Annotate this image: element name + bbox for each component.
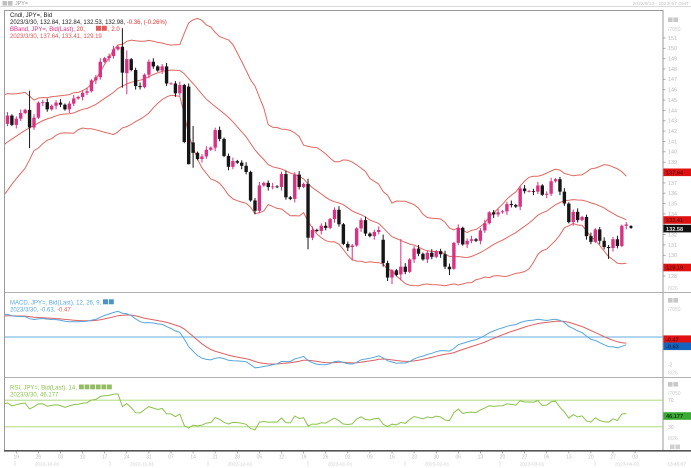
svg-text:137: 137 bbox=[668, 181, 677, 187]
svg-text:13: 13 bbox=[478, 455, 484, 461]
svg-text:130: 130 bbox=[668, 253, 677, 259]
svg-text:8/26: 8/26 bbox=[668, 436, 678, 442]
svg-text:141: 141 bbox=[668, 139, 677, 145]
svg-text:06: 06 bbox=[544, 455, 550, 461]
svg-text:20: 20 bbox=[500, 455, 506, 461]
svg-text:05: 05 bbox=[257, 455, 263, 461]
svg-text:MACD, JPY=, Bid(Last), 12, 26,: MACD, JPY=, Bid(Last), 12, 26, 9, bbox=[10, 301, 102, 307]
svg-text:03: 03 bbox=[632, 455, 638, 461]
svg-text:134: 134 bbox=[668, 212, 677, 218]
svg-text:129.19: 129.19 bbox=[666, 266, 683, 272]
svg-text:21: 21 bbox=[212, 455, 218, 461]
svg-text:150: 150 bbox=[668, 46, 677, 52]
svg-text:2022-12-01: 2022-12-01 bbox=[228, 462, 253, 468]
svg-text:/7050: /7050 bbox=[668, 27, 681, 33]
svg-text:12: 12 bbox=[279, 455, 285, 461]
svg-text:02: 02 bbox=[345, 455, 351, 461]
svg-text:2023-03-01: 2023-03-01 bbox=[520, 462, 545, 468]
svg-text:07: 07 bbox=[168, 455, 174, 461]
svg-text:28: 28 bbox=[235, 455, 241, 461]
svg-text:-2: -2 bbox=[668, 363, 673, 369]
svg-text:27: 27 bbox=[610, 455, 616, 461]
svg-text:09: 09 bbox=[367, 455, 373, 461]
svg-text:147: 147 bbox=[668, 77, 677, 83]
svg-text:144: 144 bbox=[668, 108, 677, 114]
svg-text:142: 142 bbox=[668, 129, 677, 135]
svg-text:Cndl, JPY=, Bid: Cndl, JPY=, Bid bbox=[10, 13, 52, 19]
svg-text:8/26: 8/26 bbox=[668, 286, 678, 292]
svg-text:26: 26 bbox=[323, 455, 329, 461]
svg-text:06: 06 bbox=[456, 455, 462, 461]
svg-text:JPY=: JPY= bbox=[15, 1, 28, 7]
svg-text:145: 145 bbox=[668, 98, 677, 104]
svg-text:23: 23 bbox=[411, 455, 417, 461]
svg-text:2022/9/13 - 2023/4/7 GMT: 2022/9/13 - 2023/4/7 GMT bbox=[633, 1, 689, 7]
svg-text:140: 140 bbox=[668, 150, 677, 156]
svg-text:2022-10-01: 2022-10-01 bbox=[35, 462, 60, 468]
svg-text:131: 131 bbox=[668, 243, 677, 249]
svg-text:136: 136 bbox=[668, 191, 677, 197]
svg-text:, 2.0: , 2.0 bbox=[108, 27, 120, 33]
svg-text:30: 30 bbox=[668, 425, 674, 431]
svg-text:-0.47: -0.47 bbox=[666, 337, 679, 343]
svg-text:2023/3/30, 137.64, 133.41, 129: 2023/3/30, 137.64, 133.41, 129.19 bbox=[10, 34, 102, 40]
svg-text:8/26: 8/26 bbox=[668, 371, 678, 377]
svg-text:13: 13 bbox=[566, 455, 572, 461]
svg-text:135: 135 bbox=[668, 202, 677, 208]
svg-text:151: 151 bbox=[668, 36, 677, 42]
svg-text:137.64: 137.64 bbox=[666, 171, 684, 177]
svg-text:133.41: 133.41 bbox=[666, 218, 683, 224]
svg-text:BBand, JPY=, Bid(Last), 20,: BBand, JPY=, Bid(Last), 20, bbox=[10, 27, 85, 33]
svg-text:26: 26 bbox=[36, 455, 42, 461]
svg-text:27: 27 bbox=[522, 455, 528, 461]
svg-text:13:45:07: 13:45:07 bbox=[667, 462, 686, 468]
svg-text:139: 139 bbox=[668, 160, 677, 166]
svg-text:RSI, JPY=, Bid(Last), 14,: RSI, JPY=, Bid(Last), 14, bbox=[10, 386, 77, 392]
svg-text:16: 16 bbox=[389, 455, 395, 461]
svg-text:128: 128 bbox=[668, 274, 677, 280]
svg-text:46.177: 46.177 bbox=[666, 414, 683, 420]
svg-text:19: 19 bbox=[301, 455, 307, 461]
svg-text:2022-11-01: 2022-11-01 bbox=[130, 462, 155, 468]
svg-text:148: 148 bbox=[668, 67, 677, 73]
svg-text:30: 30 bbox=[433, 455, 439, 461]
svg-text:19: 19 bbox=[14, 455, 20, 461]
svg-text:10: 10 bbox=[80, 455, 86, 461]
svg-text:03: 03 bbox=[58, 455, 64, 461]
svg-text:2023-01-01: 2023-01-01 bbox=[328, 462, 353, 468]
svg-text:-0.63: -0.63 bbox=[666, 345, 679, 351]
svg-text:132.58: 132.58 bbox=[666, 227, 683, 233]
svg-text:14: 14 bbox=[190, 455, 196, 461]
svg-text:17: 17 bbox=[102, 455, 108, 461]
svg-text:143: 143 bbox=[668, 119, 677, 125]
svg-text:149: 149 bbox=[668, 57, 677, 63]
svg-text:20: 20 bbox=[588, 455, 594, 461]
svg-text:/7050: /7050 bbox=[668, 391, 681, 397]
svg-text:2023/3/30, -0.63, -0.47: 2023/3/30, -0.63, -0.47 bbox=[10, 308, 71, 314]
svg-text:146: 146 bbox=[668, 88, 677, 94]
svg-text:2023/3/30, 46.177: 2023/3/30, 46.177 bbox=[10, 393, 59, 399]
svg-text:/7050: /7050 bbox=[668, 307, 681, 313]
svg-text:2023-02-01: 2023-02-01 bbox=[425, 462, 450, 468]
svg-text:70: 70 bbox=[668, 398, 674, 404]
svg-text:2023-04-01: 2023-04-01 bbox=[615, 462, 640, 468]
svg-text:132: 132 bbox=[668, 233, 677, 239]
svg-text:24: 24 bbox=[124, 455, 130, 461]
svg-text:31: 31 bbox=[146, 455, 152, 461]
svg-text:2023/3/30, 132.84, 132.84, 132: 2023/3/30, 132.84, 132.84, 132.53, 132.9… bbox=[10, 20, 167, 26]
